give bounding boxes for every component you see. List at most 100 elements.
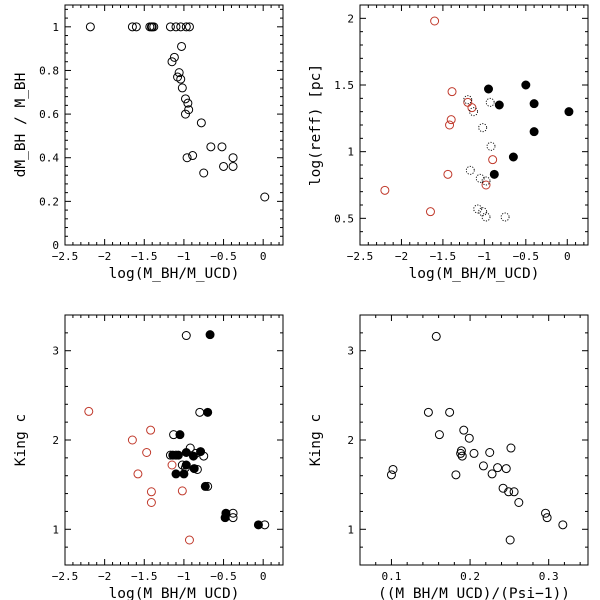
- data-point: [181, 448, 191, 457]
- data-point: [180, 109, 190, 119]
- data-point: [181, 331, 191, 341]
- data-point: [260, 192, 270, 202]
- data-point: [203, 407, 213, 417]
- data-point: [180, 94, 190, 104]
- data-point: [500, 212, 510, 222]
- data-point: [434, 430, 444, 440]
- data-point: [206, 142, 216, 152]
- data-point: [501, 464, 511, 474]
- data-point: [131, 22, 141, 32]
- y-tick-label: 0.2: [39, 195, 59, 208]
- data-point: [473, 204, 483, 214]
- data-point: [196, 118, 206, 128]
- data-point: [467, 103, 477, 113]
- data-point: [529, 127, 539, 137]
- data-point: [167, 57, 177, 67]
- data-point: [146, 487, 156, 497]
- x-axis-label: log(M_BH/M_UCD): [109, 266, 240, 282]
- data-point: [529, 99, 539, 109]
- data-point: [504, 487, 514, 497]
- panel-top-left: −2.5 −2 −1.5 −1 −0.5 0 0 0.2 0.4 0.6 0.8 1 log(M_BH/…: [13, 4, 284, 282]
- y-axis-label: dM_BH / M_BH: [13, 73, 29, 178]
- data-point: [205, 330, 215, 340]
- x-tick-label: −2.5: [52, 250, 79, 263]
- data-point: [509, 487, 519, 497]
- x-tick-label: −1.5: [131, 250, 158, 263]
- y-tick-label: 0.4: [39, 152, 59, 165]
- y-tick-label: 1: [52, 21, 59, 34]
- data-point: [475, 173, 485, 183]
- data-point: [508, 152, 518, 162]
- data-point: [505, 535, 515, 545]
- data-point: [465, 165, 475, 175]
- data-point: [464, 433, 474, 443]
- data-point: [169, 52, 179, 62]
- data-point: [219, 161, 229, 171]
- x-tick-label: 0: [564, 250, 571, 263]
- data-point: [146, 498, 156, 507]
- y-tick-label: 2: [52, 434, 59, 447]
- data-point: [487, 469, 497, 479]
- y-tick-label: 1: [347, 523, 354, 536]
- data-point: [447, 87, 457, 97]
- data-point: [489, 169, 499, 179]
- data-point: [171, 469, 181, 479]
- y-tick-label: 2: [347, 434, 354, 447]
- data-point: [423, 407, 433, 417]
- data-point: [165, 22, 175, 32]
- plot-frame: [64, 314, 284, 566]
- data-point: [220, 513, 230, 523]
- data-point: [177, 486, 187, 496]
- x-tick-label: −1: [478, 250, 491, 263]
- y-tick-label: 2: [347, 12, 354, 25]
- x-tick-label: −2: [98, 250, 111, 263]
- plot-frame: [359, 314, 589, 566]
- data-point: [253, 520, 263, 530]
- data-point: [478, 461, 488, 471]
- data-point: [133, 469, 143, 479]
- data-point: [179, 469, 189, 479]
- data-point: [478, 123, 488, 133]
- data-point: [463, 95, 473, 105]
- data-point: [486, 141, 496, 151]
- data-point: [189, 464, 199, 474]
- x-tick-label: −0.5: [210, 570, 237, 583]
- data-point: [177, 41, 187, 51]
- data-point: [481, 212, 491, 222]
- data-point: [142, 448, 152, 457]
- data-point: [182, 153, 192, 163]
- data-point: [386, 470, 396, 480]
- data-point: [167, 460, 177, 470]
- data-point: [380, 185, 390, 195]
- data-point: [146, 425, 156, 435]
- data-point: [217, 142, 227, 152]
- data-point: [484, 84, 494, 94]
- data-point: [188, 151, 198, 161]
- panel-bottom-left: −2.5 −2 −1.5 −1 −0.5 0 1 2 3 log(M_BH/M_UCD) King …: [13, 314, 284, 600]
- data-point: [485, 448, 495, 457]
- data-point: [445, 120, 455, 130]
- y-tick-label: 3: [347, 345, 354, 358]
- data-point: [200, 481, 210, 491]
- data-point: [176, 74, 186, 84]
- x-tick-label: −2: [98, 570, 111, 583]
- data-point: [430, 16, 440, 26]
- x-tick-label: −2: [395, 250, 408, 263]
- y-tick-label: 0: [52, 239, 59, 252]
- data-point: [488, 155, 498, 165]
- data-point: [425, 207, 435, 217]
- data-point: [521, 80, 531, 90]
- data-point: [127, 435, 137, 445]
- y-tick-label: 1: [347, 146, 354, 159]
- x-axis-label: log(M_BH/M_UCD): [409, 266, 540, 282]
- x-tick-label: 0: [260, 570, 267, 583]
- data-point: [469, 448, 479, 458]
- data-point: [171, 22, 181, 32]
- data-point: [469, 107, 479, 117]
- data-point: [188, 451, 198, 461]
- data-point: [199, 168, 209, 178]
- plot-frame: [64, 4, 284, 246]
- y-axis-label: log(reff) [pc]: [308, 64, 324, 186]
- y-tick-label: 1: [52, 523, 59, 536]
